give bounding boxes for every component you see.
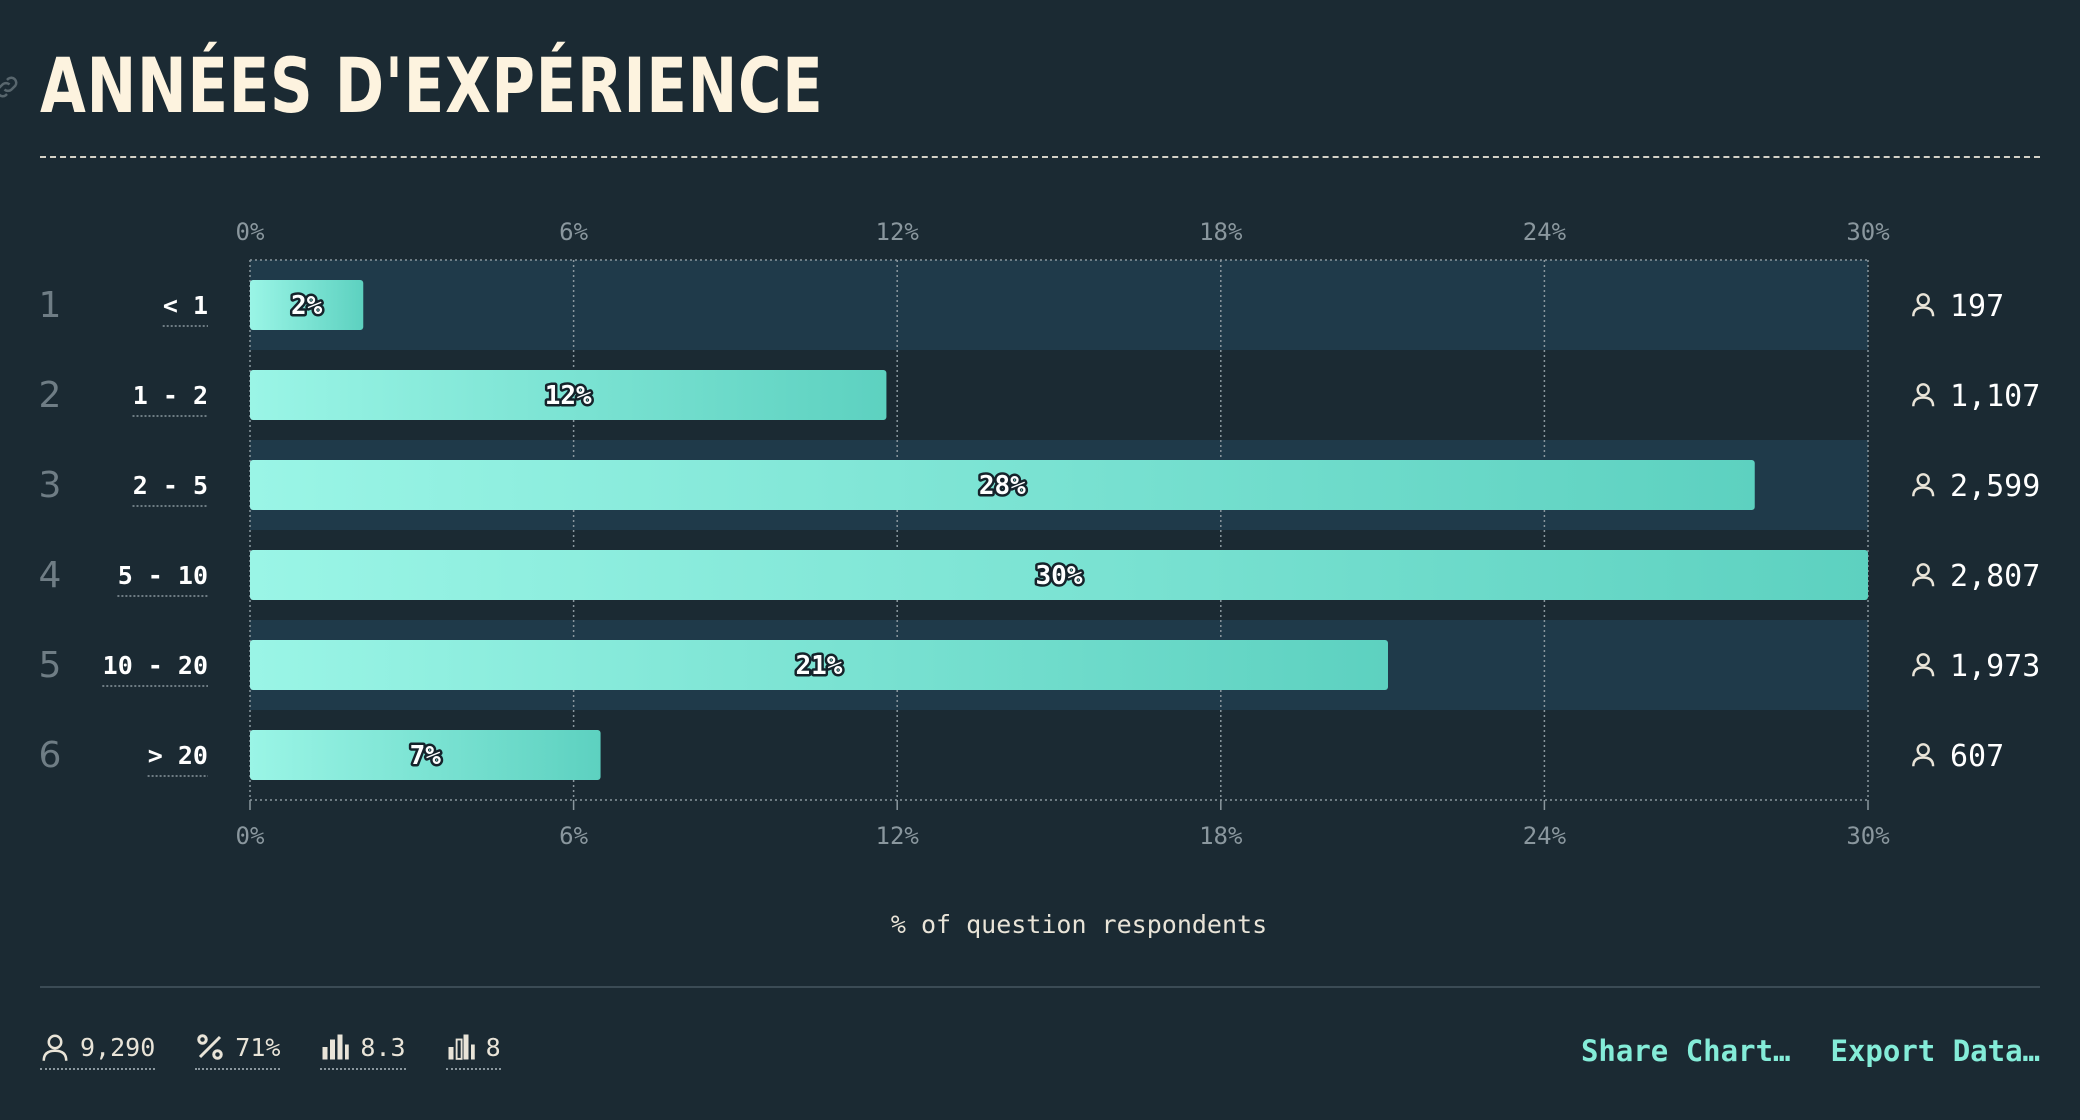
respondent-count: 2,599 bbox=[1950, 469, 2040, 504]
x-tick-label-bottom: 18% bbox=[1199, 822, 1243, 850]
person-icon bbox=[1912, 293, 1935, 318]
title-divider bbox=[40, 156, 2040, 158]
category-label: 5 - 10 bbox=[118, 561, 208, 590]
average-stat[interactable]: 8.3 bbox=[320, 1032, 406, 1070]
x-tick-label-top: 24% bbox=[1523, 218, 1567, 246]
bar bbox=[250, 460, 1755, 510]
percent-icon bbox=[197, 1034, 224, 1060]
chart-actions: Share Chart… Export Data… bbox=[1581, 1034, 2040, 1068]
median-stat[interactable]: 8 bbox=[445, 1032, 501, 1070]
export-data-button[interactable]: Export Data… bbox=[1830, 1034, 2040, 1068]
respondent-count: 2,807 bbox=[1950, 559, 2040, 594]
bar-value-label: 12% bbox=[545, 381, 592, 411]
category-label: < 1 bbox=[163, 291, 208, 320]
bar bbox=[250, 370, 887, 420]
person-icon bbox=[1912, 473, 1935, 498]
x-tick-label-bottom: 12% bbox=[876, 822, 920, 850]
bar-value-label: 7% bbox=[410, 741, 442, 771]
bar-chart-outline-icon bbox=[448, 1034, 475, 1060]
bar bbox=[250, 280, 364, 330]
page-title: ANNÉES D'EXPÉRIENCE bbox=[40, 41, 824, 130]
x-tick-label-bottom: 30% bbox=[1846, 822, 1890, 850]
bar-value-label: 2% bbox=[291, 291, 323, 321]
bar bbox=[250, 550, 1868, 600]
average-value: 8.3 bbox=[360, 1032, 406, 1062]
footer-divider bbox=[40, 986, 2040, 988]
person-icon bbox=[1912, 653, 1935, 678]
bar bbox=[250, 730, 601, 780]
respondent-count: 197 bbox=[1950, 289, 2004, 324]
row-rank: 5 bbox=[39, 645, 62, 686]
bar-chart-icon bbox=[322, 1034, 350, 1060]
x-tick-label-bottom: 6% bbox=[559, 822, 588, 850]
row-band bbox=[250, 260, 1868, 350]
row-rank: 4 bbox=[39, 555, 62, 596]
share-chart-button[interactable]: Share Chart… bbox=[1580, 1034, 1791, 1068]
bar bbox=[250, 640, 1388, 690]
link-icon[interactable] bbox=[0, 72, 22, 102]
person-icon bbox=[1912, 383, 1935, 408]
respondent-count: 607 bbox=[1950, 739, 2004, 774]
row-rank: 3 bbox=[39, 465, 62, 506]
category-label: > 20 bbox=[148, 741, 208, 770]
footer-stats: 9,290 71% 8.3 8 bbox=[40, 1032, 501, 1070]
percent-stat[interactable]: 71% bbox=[195, 1032, 281, 1070]
x-tick-label-top: 12% bbox=[876, 218, 920, 246]
respondents-value: 9,290 bbox=[80, 1032, 156, 1062]
x-tick-label-top: 0% bbox=[236, 218, 265, 246]
bar-chart: 0% 0% 6% 6% 12% 12% 18% 18% 24% 24% 30% 30% 2% 1 < 1 19… bbox=[39, 218, 2041, 939]
row-rank: 2 bbox=[39, 375, 62, 416]
person-icon bbox=[1912, 563, 1935, 588]
row-rank: 1 bbox=[39, 285, 62, 326]
x-tick-label-top: 30% bbox=[1846, 218, 1890, 246]
bar-value-label: 21% bbox=[796, 651, 843, 681]
row-rank: 6 bbox=[39, 735, 62, 776]
x-tick-label-bottom: 0% bbox=[236, 822, 265, 850]
bar-value-label: 28% bbox=[979, 471, 1026, 501]
category-label: 2 - 5 bbox=[133, 471, 208, 500]
x-axis-label: % of question respondents bbox=[891, 910, 1267, 939]
respondent-count: 1,973 bbox=[1950, 649, 2040, 684]
median-value: 8 bbox=[485, 1032, 501, 1062]
bar-value-label: 30% bbox=[1036, 561, 1083, 591]
x-tick-label-top: 18% bbox=[1199, 218, 1243, 246]
respondent-count: 1,107 bbox=[1950, 379, 2040, 414]
person-icon bbox=[1912, 743, 1935, 768]
category-label: 1 - 2 bbox=[133, 381, 208, 410]
respondents-stat[interactable]: 9,290 bbox=[40, 1032, 156, 1070]
category-label: 10 - 20 bbox=[103, 651, 208, 680]
x-tick-label-bottom: 24% bbox=[1523, 822, 1567, 850]
percent-value: 71% bbox=[235, 1032, 281, 1062]
person-icon bbox=[42, 1034, 68, 1061]
x-tick-label-top: 6% bbox=[559, 218, 588, 246]
